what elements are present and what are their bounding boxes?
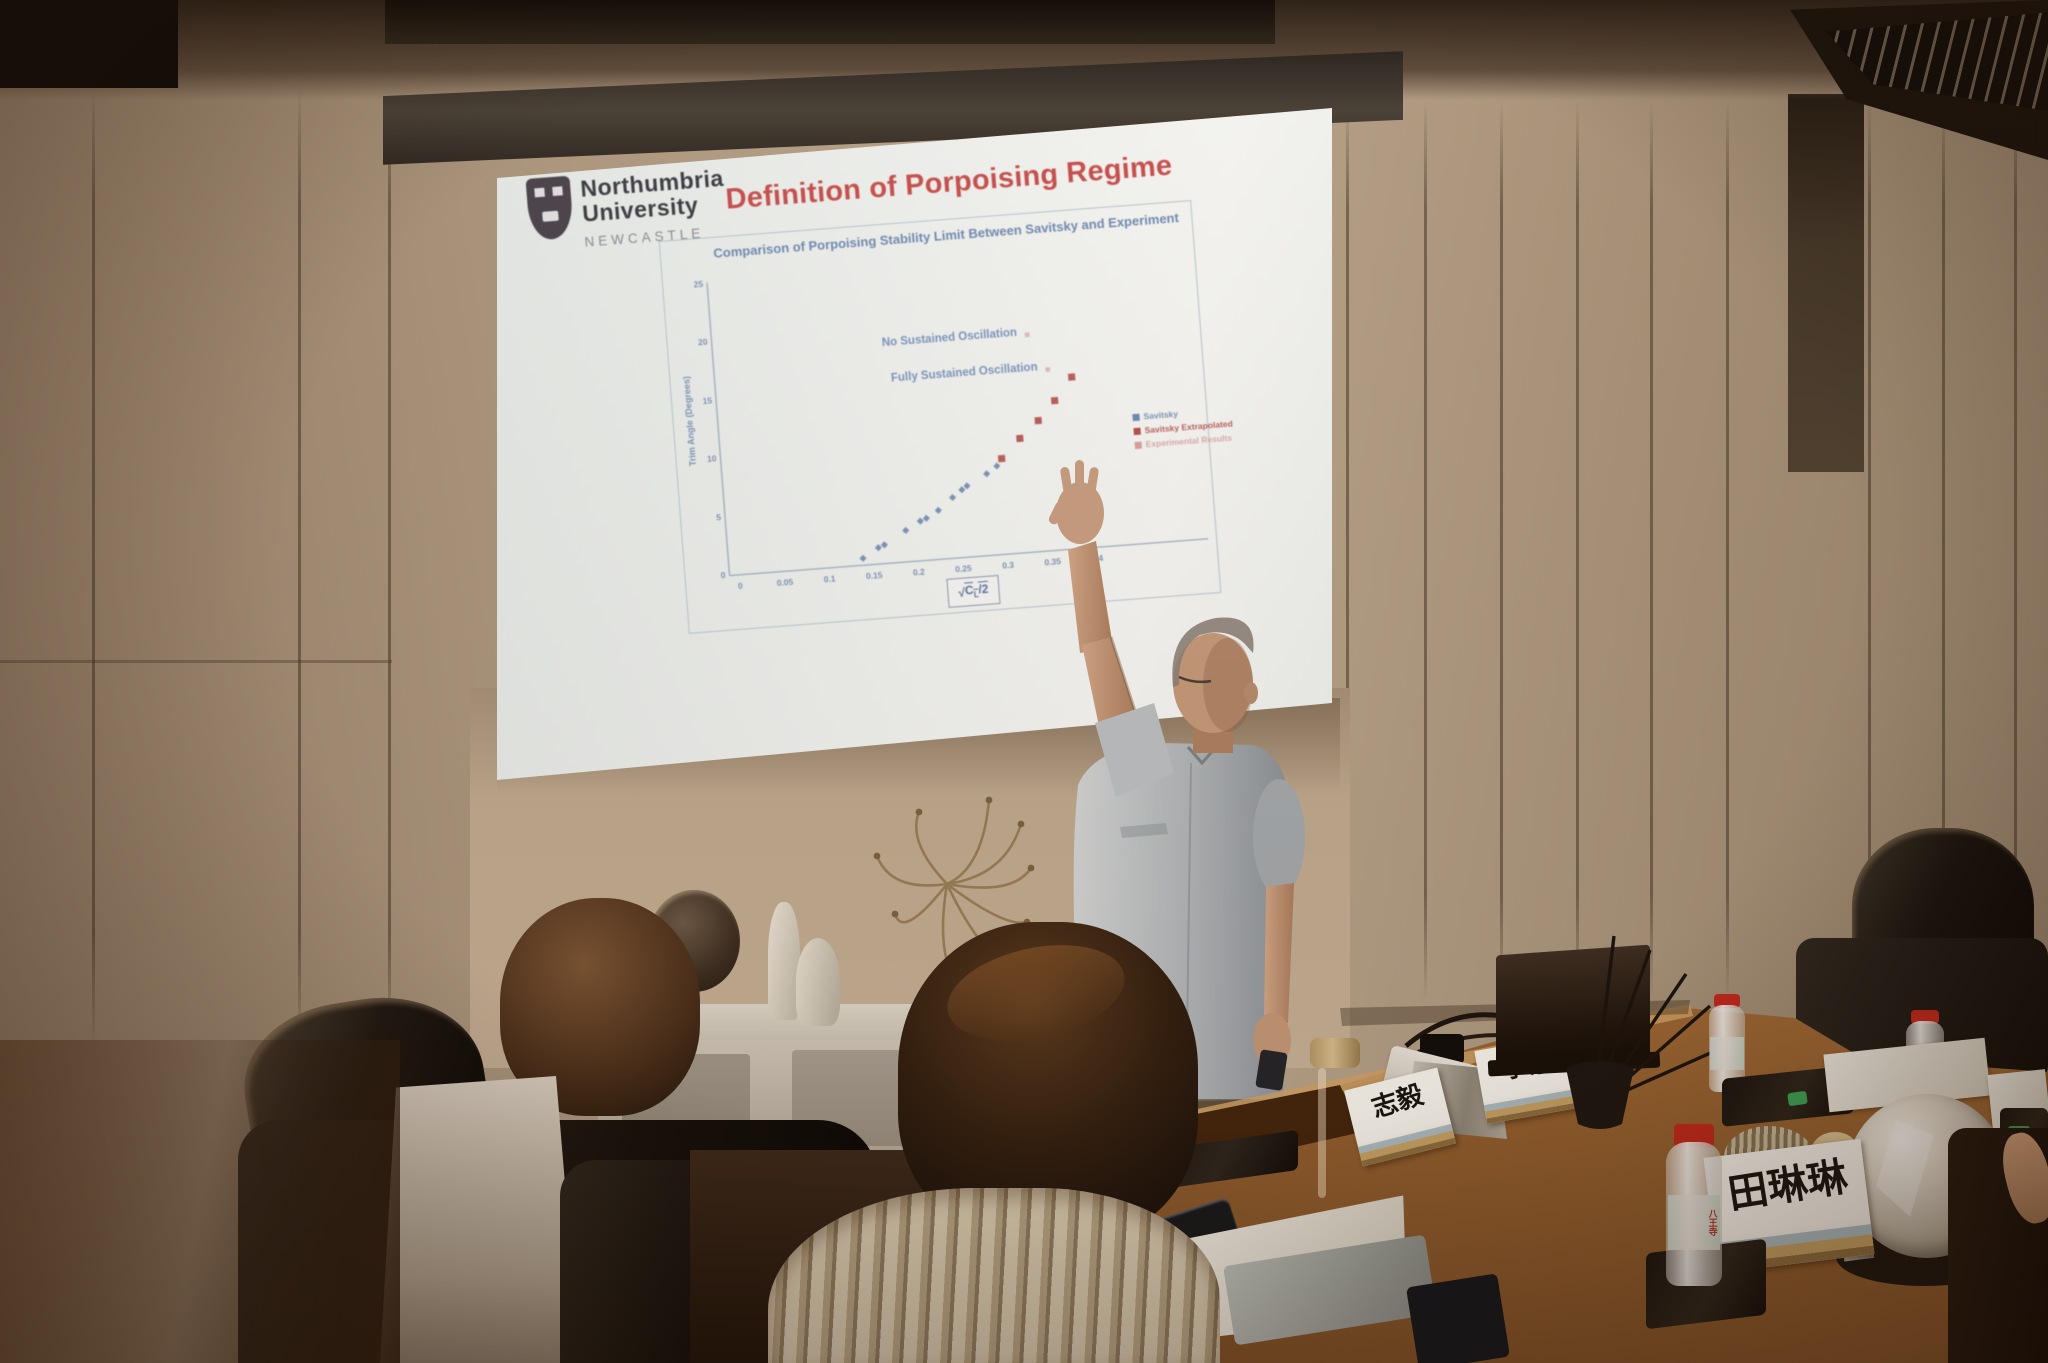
chart-axis xyxy=(706,282,731,576)
wall-panel-seam xyxy=(298,88,301,1050)
person-striped-shirt xyxy=(768,1188,1220,1363)
data-point xyxy=(1024,332,1030,338)
data-point xyxy=(1067,373,1076,381)
data-point xyxy=(874,544,882,552)
name-card-text: 田琳琳 xyxy=(1725,1152,1852,1218)
data-point xyxy=(922,514,930,522)
wall-panel-seam xyxy=(92,88,95,1050)
data-point xyxy=(993,462,1001,470)
chart-frame: Comparison of Porpoising Stability Limit… xyxy=(658,200,1233,634)
legend-marker xyxy=(1132,413,1140,421)
data-point xyxy=(1045,367,1051,372)
y-tick-label: 15 xyxy=(702,395,713,406)
presenter-raised-arm xyxy=(1048,460,1139,731)
y-tick-label: 0 xyxy=(720,569,726,581)
glasses-icon xyxy=(1178,675,1212,684)
legend-label: Savitsky xyxy=(1143,408,1179,422)
data-point xyxy=(983,470,991,478)
presenter-sleeve xyxy=(1095,703,1174,797)
data-point xyxy=(880,541,888,549)
data-point xyxy=(958,486,966,494)
presenter-lowered-arm xyxy=(1264,883,1294,1023)
data-point xyxy=(949,493,957,502)
wall-panel-seam xyxy=(2014,100,2017,980)
slide: Northumbria University NEWCASTLE Definit… xyxy=(497,113,1332,775)
y-tick-label: 25 xyxy=(693,278,704,290)
water-bottle: 八王寺 xyxy=(1662,1124,1726,1286)
wall-panel-seam xyxy=(1424,100,1427,1000)
ceiling-recess xyxy=(0,0,178,88)
chart-axis xyxy=(729,538,1209,577)
chart-plot xyxy=(706,282,1209,577)
y-tick-label: 10 xyxy=(706,453,717,465)
data-point xyxy=(1016,434,1024,443)
university-logo-shield-icon xyxy=(525,175,575,241)
data-point xyxy=(997,454,1006,463)
desk-mat xyxy=(1405,1273,1511,1363)
legend-marker xyxy=(1134,441,1142,449)
statue xyxy=(768,902,800,1020)
wall-panel-seam xyxy=(388,88,391,1050)
wall-panel-seam xyxy=(1650,100,1653,1000)
data-point xyxy=(902,526,910,534)
legend-marker xyxy=(1133,427,1141,435)
person-shirt xyxy=(380,1076,580,1363)
wall-panel-seam xyxy=(1942,100,1945,980)
thermos xyxy=(1306,1058,1364,1214)
data-point xyxy=(963,482,971,490)
y-tick-label: 5 xyxy=(715,511,722,523)
candy-packet xyxy=(1787,1090,1808,1107)
statue xyxy=(796,938,840,1026)
wall-panel-seam xyxy=(1868,100,1871,980)
reed-diffuser xyxy=(1566,935,1727,1129)
phone-in-hand xyxy=(1255,1049,1288,1091)
wall-panel-seam xyxy=(1500,100,1503,1000)
wall-panel-seam xyxy=(1726,100,1729,1000)
data-point xyxy=(1034,416,1042,425)
wall-recess xyxy=(1788,94,1864,472)
floor-shadow xyxy=(0,1040,400,1363)
wall-horizontal-seam xyxy=(0,660,392,663)
wall-panel-seam xyxy=(1346,100,1349,1000)
wall-panel-seam xyxy=(1576,100,1579,1000)
x-axis-formula: √ CL/2 xyxy=(946,574,1001,608)
thermos-highlight xyxy=(1318,1068,1326,1198)
formula-post: /2 xyxy=(977,582,989,597)
ceiling-screen-slot xyxy=(385,0,1275,44)
chart-legend: Savitsky Savitsky Extrapolated Experimen… xyxy=(1132,405,1234,451)
data-point xyxy=(1050,396,1059,405)
y-tick-label: 20 xyxy=(697,336,708,348)
data-point xyxy=(916,517,924,525)
data-point xyxy=(934,506,942,514)
presenter-hair xyxy=(1172,617,1254,687)
data-point xyxy=(859,554,867,562)
presenter-head xyxy=(1173,633,1253,733)
thermos-cap xyxy=(1310,1038,1360,1068)
